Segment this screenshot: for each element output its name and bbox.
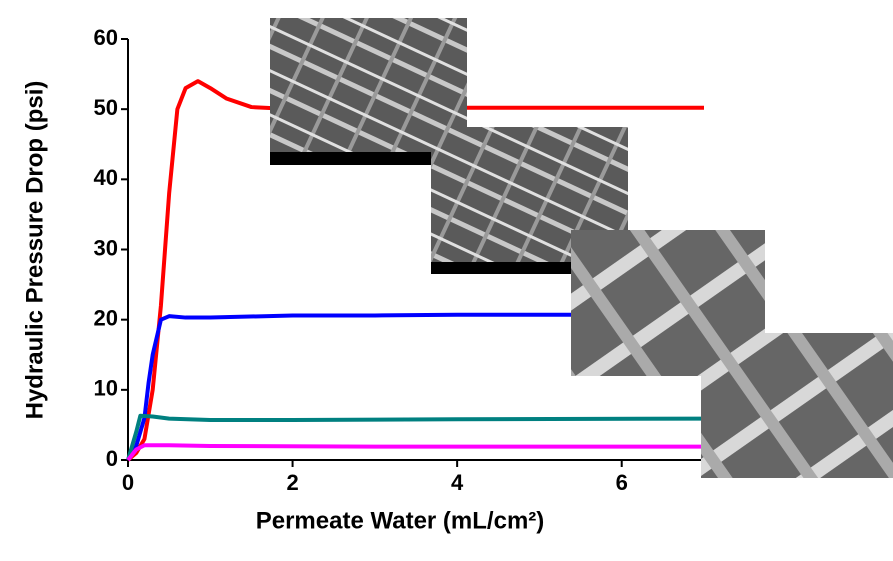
y-tick-label: 0 [106, 446, 118, 471]
y-tick-label: 30 [94, 235, 118, 260]
y-tick-label: 60 [94, 25, 118, 50]
series-line [126, 443, 704, 462]
y-tick-label: 10 [94, 376, 118, 401]
x-tick-label: 0 [122, 470, 134, 495]
series-line [126, 312, 704, 462]
y-axis-label: Hydraulic Pressure Drop (psi) [21, 81, 48, 420]
y-tick-label: 50 [94, 95, 118, 120]
x-tick-label: 4 [451, 470, 464, 495]
y-tick-label: 20 [94, 305, 118, 330]
x-tick-label: 6 [616, 470, 628, 495]
y-tick-label: 40 [94, 165, 118, 190]
sem-insets [270, 18, 893, 478]
series-line [126, 79, 704, 462]
x-tick-label: 2 [286, 470, 298, 495]
sem-bar [270, 152, 467, 165]
sem-image [701, 333, 893, 478]
x-axis-label: Permeate Water (mL/cm²) [256, 507, 545, 534]
series-line [126, 413, 705, 461]
